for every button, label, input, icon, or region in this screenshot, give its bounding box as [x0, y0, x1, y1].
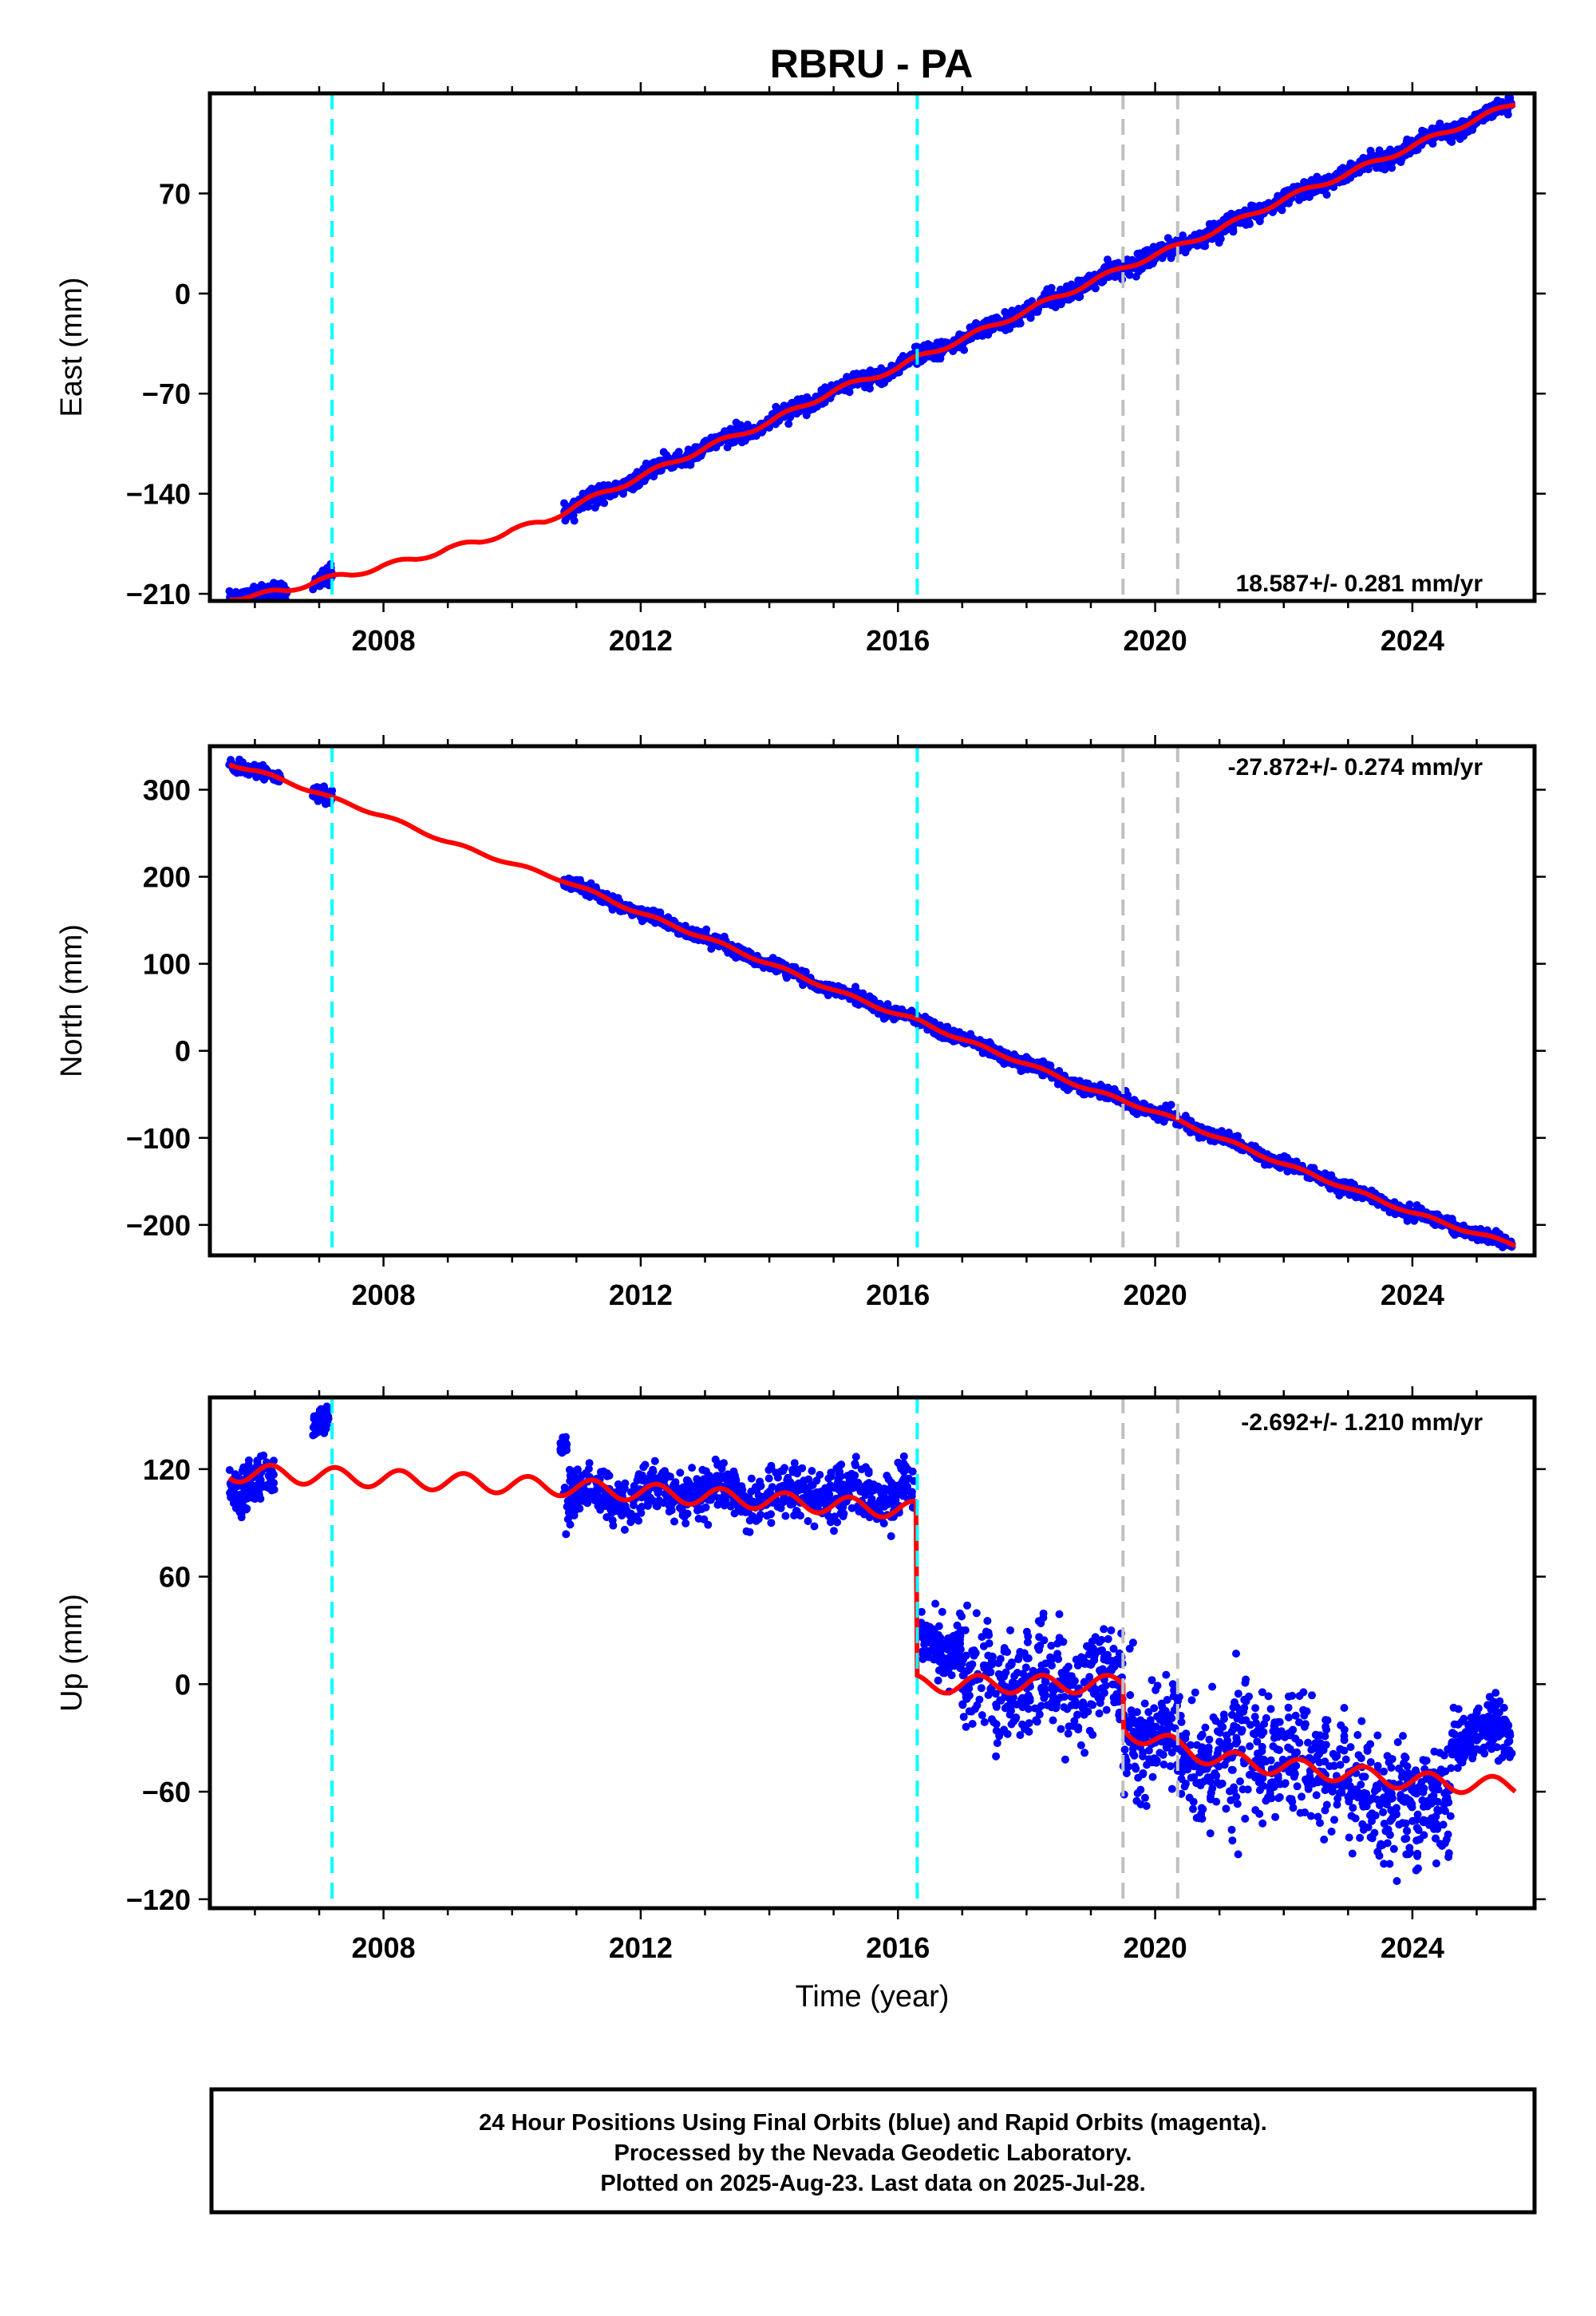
east-x-tick-label: 2012 — [609, 624, 673, 657]
east-point — [1043, 285, 1052, 294]
north-point — [1385, 1208, 1394, 1216]
east-point — [917, 358, 926, 366]
east-point — [684, 445, 693, 454]
east-point — [1506, 93, 1515, 102]
east-y-tick-label: −70 — [142, 377, 191, 410]
east-x-tick-label: 2024 — [1381, 624, 1444, 657]
east-point — [862, 369, 871, 377]
east-point — [1436, 119, 1444, 128]
north-point — [702, 925, 711, 934]
north-point — [1218, 1127, 1226, 1136]
east-point — [841, 386, 850, 395]
east-point — [1013, 319, 1022, 328]
north-plot-area — [225, 746, 1517, 1255]
east-point — [741, 437, 749, 445]
east-point — [1104, 261, 1113, 270]
east-point — [955, 343, 964, 352]
east-point — [949, 347, 958, 355]
chart-title: RBRU - PA — [770, 41, 974, 86]
east-y-tick-label: 0 — [175, 278, 191, 310]
east-point — [1008, 306, 1017, 315]
east-point — [743, 421, 752, 429]
east-point — [672, 451, 681, 460]
east-frame — [207, 91, 1537, 603]
east-plot-area — [225, 93, 1517, 611]
east-point — [1001, 326, 1010, 334]
east-x-tick-label: 2016 — [866, 624, 930, 657]
east-y-tick-label: 70 — [159, 177, 191, 210]
east-y-tick-label: −210 — [126, 578, 191, 611]
east-point — [1133, 249, 1142, 258]
east-point — [828, 381, 836, 389]
east-point — [1076, 278, 1084, 287]
east-point — [1503, 110, 1512, 119]
east-point — [257, 581, 266, 589]
east-point — [1448, 137, 1456, 146]
east-ylabel: East (mm) — [55, 277, 89, 417]
north-point — [724, 948, 733, 957]
east-point — [1148, 259, 1157, 268]
east-point — [732, 418, 741, 427]
east-point — [1386, 145, 1394, 154]
east-panel: 2008 2012 2016 2020 2024 −210 −140 −70 0 70 East … — [55, 82, 1546, 657]
east-data-points — [225, 93, 1515, 611]
east-point — [1026, 314, 1035, 322]
east-point — [685, 460, 694, 469]
east-point — [784, 420, 793, 429]
east-point — [1135, 267, 1143, 276]
east-point — [1442, 123, 1451, 132]
north-point — [608, 905, 617, 914]
east-point — [1156, 241, 1164, 250]
east-x-tick-label: 2008 — [352, 624, 416, 657]
north-point — [239, 758, 247, 767]
east-x-tick-label: 2020 — [1124, 624, 1187, 657]
north-point — [1346, 1178, 1355, 1187]
east-point — [1195, 229, 1204, 238]
east-point — [1205, 219, 1214, 228]
east-point — [1226, 211, 1235, 219]
east-y-tick-label: −140 — [126, 478, 191, 511]
east-point — [1450, 132, 1459, 140]
east-point — [861, 381, 870, 390]
east-point — [1110, 259, 1119, 268]
east-point — [1143, 246, 1152, 255]
east-point — [1374, 151, 1382, 160]
east-point — [1111, 273, 1120, 281]
east-point — [596, 496, 605, 504]
east-point — [1091, 284, 1100, 293]
east-point — [595, 482, 603, 490]
east-point — [277, 579, 286, 588]
east-point — [820, 383, 829, 392]
east-point — [1057, 300, 1065, 309]
east-point — [1300, 178, 1309, 187]
east-point — [226, 603, 234, 611]
east-point — [318, 566, 327, 575]
north-point — [1412, 1201, 1421, 1210]
east-point — [1402, 137, 1411, 146]
east-point — [1428, 124, 1436, 132]
east-point — [1097, 278, 1106, 287]
east-point — [1181, 248, 1190, 257]
east-point — [1128, 255, 1136, 264]
east-point — [1215, 239, 1223, 247]
east-rate-label: 18.587+/- 0.281 mm/yr — [1236, 571, 1483, 597]
east-point — [245, 603, 253, 611]
